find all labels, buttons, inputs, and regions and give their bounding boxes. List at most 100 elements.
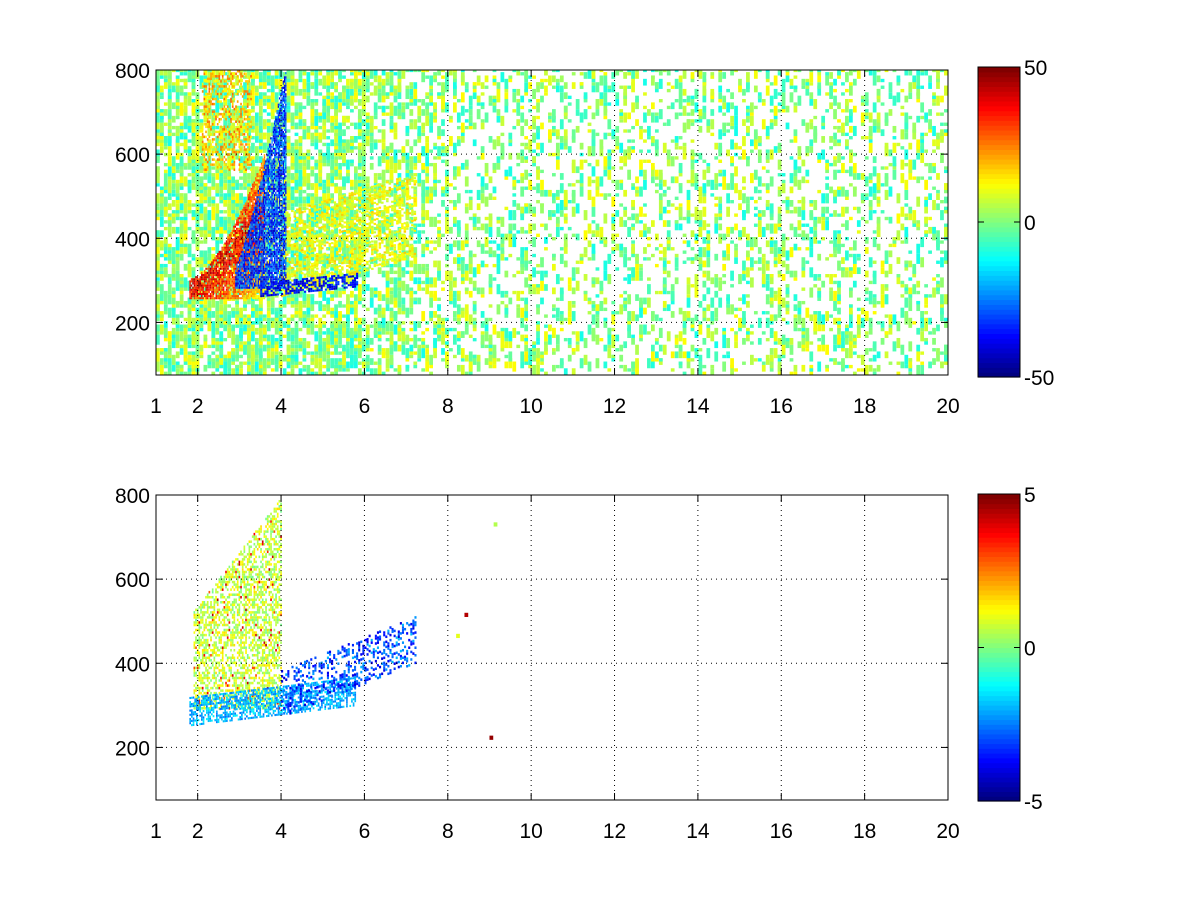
heat-cell: [520, 317, 525, 328]
heat-cell: [159, 270, 164, 281]
heat-cell: [579, 112, 584, 123]
heat-cell: [552, 85, 556, 89]
heat-cell: [524, 70, 529, 79]
heat-cell: [702, 247, 707, 258]
heat-cell: [199, 109, 204, 113]
heat-cell: [548, 233, 552, 238]
heat-cell: [156, 193, 160, 204]
heat-cell: [449, 327, 453, 332]
heat-cell: [215, 237, 220, 241]
heat-cell: [262, 226, 267, 234]
heat-cell: [520, 351, 525, 362]
heat-cell: [757, 358, 762, 362]
heat-cell: [294, 240, 299, 244]
heat-cell: [183, 105, 188, 113]
heat-cell: [476, 109, 481, 120]
heat-cell: [251, 307, 255, 312]
heat-cell: [298, 169, 303, 180]
heat-cell: [425, 321, 430, 325]
heat-cell: [591, 206, 596, 217]
heat-cell: [298, 186, 303, 197]
heat-cell: [251, 85, 255, 96]
heat-cell: [393, 284, 398, 291]
heat-cell: [429, 92, 433, 96]
heat-cell: [262, 324, 267, 328]
heat-cell: [235, 371, 239, 375]
heat-cell: [294, 179, 299, 187]
heat-cell: [203, 213, 208, 221]
heat-cell: [409, 226, 414, 238]
heat-cell: [381, 223, 386, 234]
heat-cell: [686, 358, 691, 369]
heat-cell: [179, 300, 184, 308]
heat-cell: [698, 210, 703, 221]
heat-cell: [639, 337, 643, 342]
heat-cell: [338, 186, 342, 190]
heat-cell: [266, 317, 271, 322]
heat-cell: [342, 139, 346, 143]
heat-cell: [306, 230, 311, 238]
heat-cell: [207, 95, 212, 100]
heat-cell: [662, 179, 667, 187]
heat-cell: [464, 109, 469, 113]
heat-cell: [405, 257, 410, 268]
heat-cell: [441, 321, 445, 325]
heat-cell: [219, 125, 224, 133]
heat-cell: [417, 173, 422, 184]
heat-cell: [421, 203, 426, 211]
heat-cell: [464, 223, 469, 231]
heat-cell: [179, 331, 184, 342]
heat-cell: [251, 156, 255, 160]
heat-cell: [298, 284, 303, 288]
heat-cell: [615, 99, 620, 106]
heat-cell: [235, 314, 239, 325]
heat-cell: [678, 223, 683, 231]
heat-cell: [243, 344, 247, 352]
heat-cell: [484, 321, 489, 332]
heat-cell: [326, 277, 331, 288]
heat-cell: [460, 257, 465, 264]
heat-cell: [191, 176, 196, 184]
heat-cell: [334, 132, 338, 143]
heat-cell: [698, 75, 703, 79]
heat-cell: [686, 102, 691, 106]
heat-cell: [670, 290, 675, 301]
heat-cell: [524, 203, 529, 207]
heat-cell: [536, 284, 540, 291]
heat-cell: [421, 287, 426, 291]
heat-cell: [175, 314, 180, 318]
heat-cell: [179, 210, 184, 214]
heat-cell: [476, 263, 481, 275]
heat-cell: [710, 297, 715, 308]
heat-cell: [413, 321, 418, 332]
heat-cell: [730, 125, 734, 130]
heat-cell: [563, 243, 568, 254]
heat-cell: [508, 230, 513, 234]
heat-cell: [484, 237, 489, 248]
heat-cell: [393, 270, 398, 275]
heat-cell: [631, 223, 635, 227]
heat-cell: [591, 149, 596, 157]
heat-cell: [433, 348, 437, 359]
heat-cell: [647, 136, 651, 140]
heat-cell: [746, 331, 750, 335]
heat-cell: [682, 324, 687, 335]
heat-cell: [480, 122, 485, 130]
heat-cell: [456, 331, 461, 338]
heat-cell: [310, 358, 315, 362]
heat-cell: [563, 139, 568, 143]
heat-cell: [607, 368, 612, 372]
heat-cell: [326, 162, 331, 167]
heat-cell: [615, 179, 620, 190]
heat-cell: [666, 270, 671, 278]
heat-cell: [714, 142, 719, 150]
heat-cell: [528, 139, 532, 150]
heat-cell: [611, 216, 616, 224]
heat-cell: [544, 237, 548, 244]
heat-cell: [251, 72, 255, 79]
heat-cell: [211, 196, 216, 200]
heat-cell: [338, 122, 342, 130]
heat-cell: [445, 75, 449, 86]
heat-cell: [658, 199, 663, 211]
